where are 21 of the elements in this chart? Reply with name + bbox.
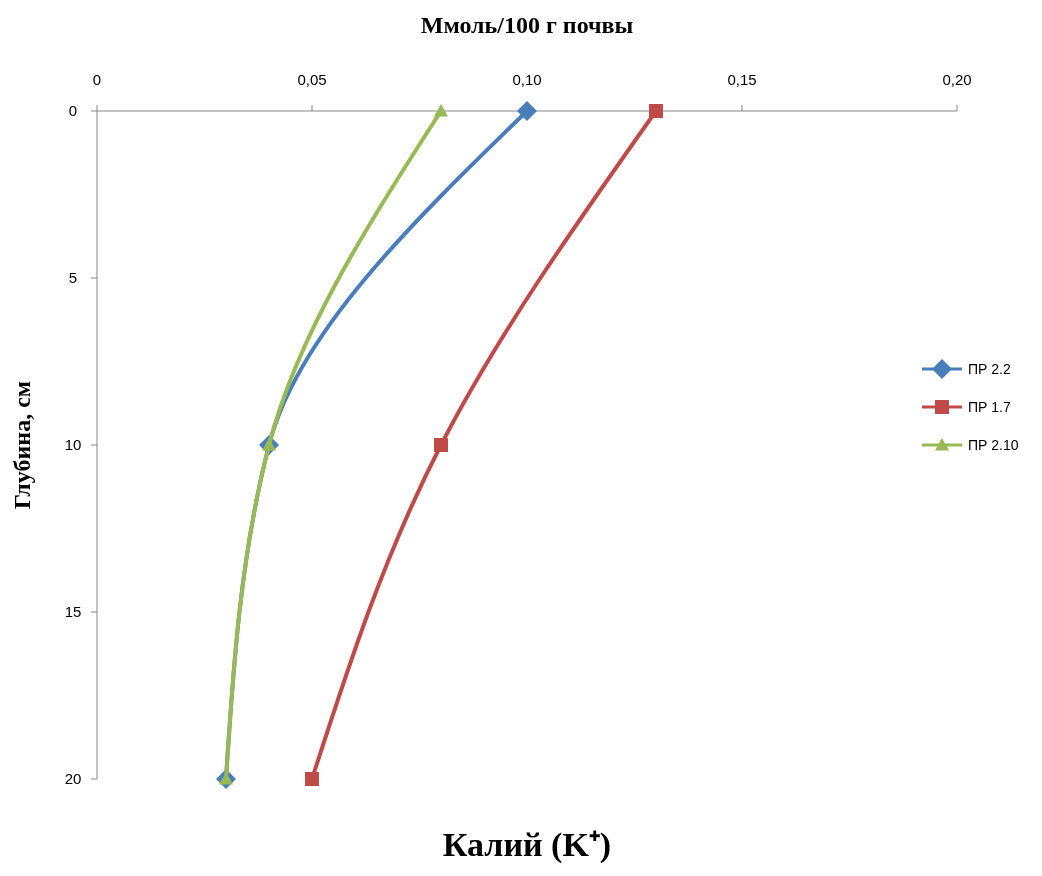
- x-tick-label: 0,05: [297, 71, 327, 88]
- point: [434, 438, 448, 452]
- y-tick-label: 20: [64, 770, 82, 787]
- x-tick-label: 0: [92, 71, 102, 88]
- point: [434, 104, 448, 117]
- x-tick-label: 0,10: [512, 71, 542, 88]
- y-tick-label: 5: [68, 269, 78, 286]
- y-tick-label: 15: [64, 603, 82, 620]
- point: [517, 101, 537, 121]
- y-tick-label: 10: [64, 436, 82, 453]
- point: [305, 772, 319, 786]
- point: [649, 104, 663, 118]
- x-tick-label: 0,15: [727, 71, 757, 88]
- legend-label: ПР 2.10: [968, 437, 1019, 453]
- x-axis-title: Ммоль/100 г почвы: [420, 12, 634, 38]
- legend-label: ПР 1.7: [968, 399, 1011, 415]
- legend-label: ПР 2.2: [968, 361, 1011, 377]
- x-tick-label: 0,20: [942, 71, 972, 88]
- y-tick-label: 0: [68, 102, 78, 119]
- y-axis-title: Глубина, см: [9, 380, 35, 510]
- text: Калий (K⁺): [442, 826, 612, 864]
